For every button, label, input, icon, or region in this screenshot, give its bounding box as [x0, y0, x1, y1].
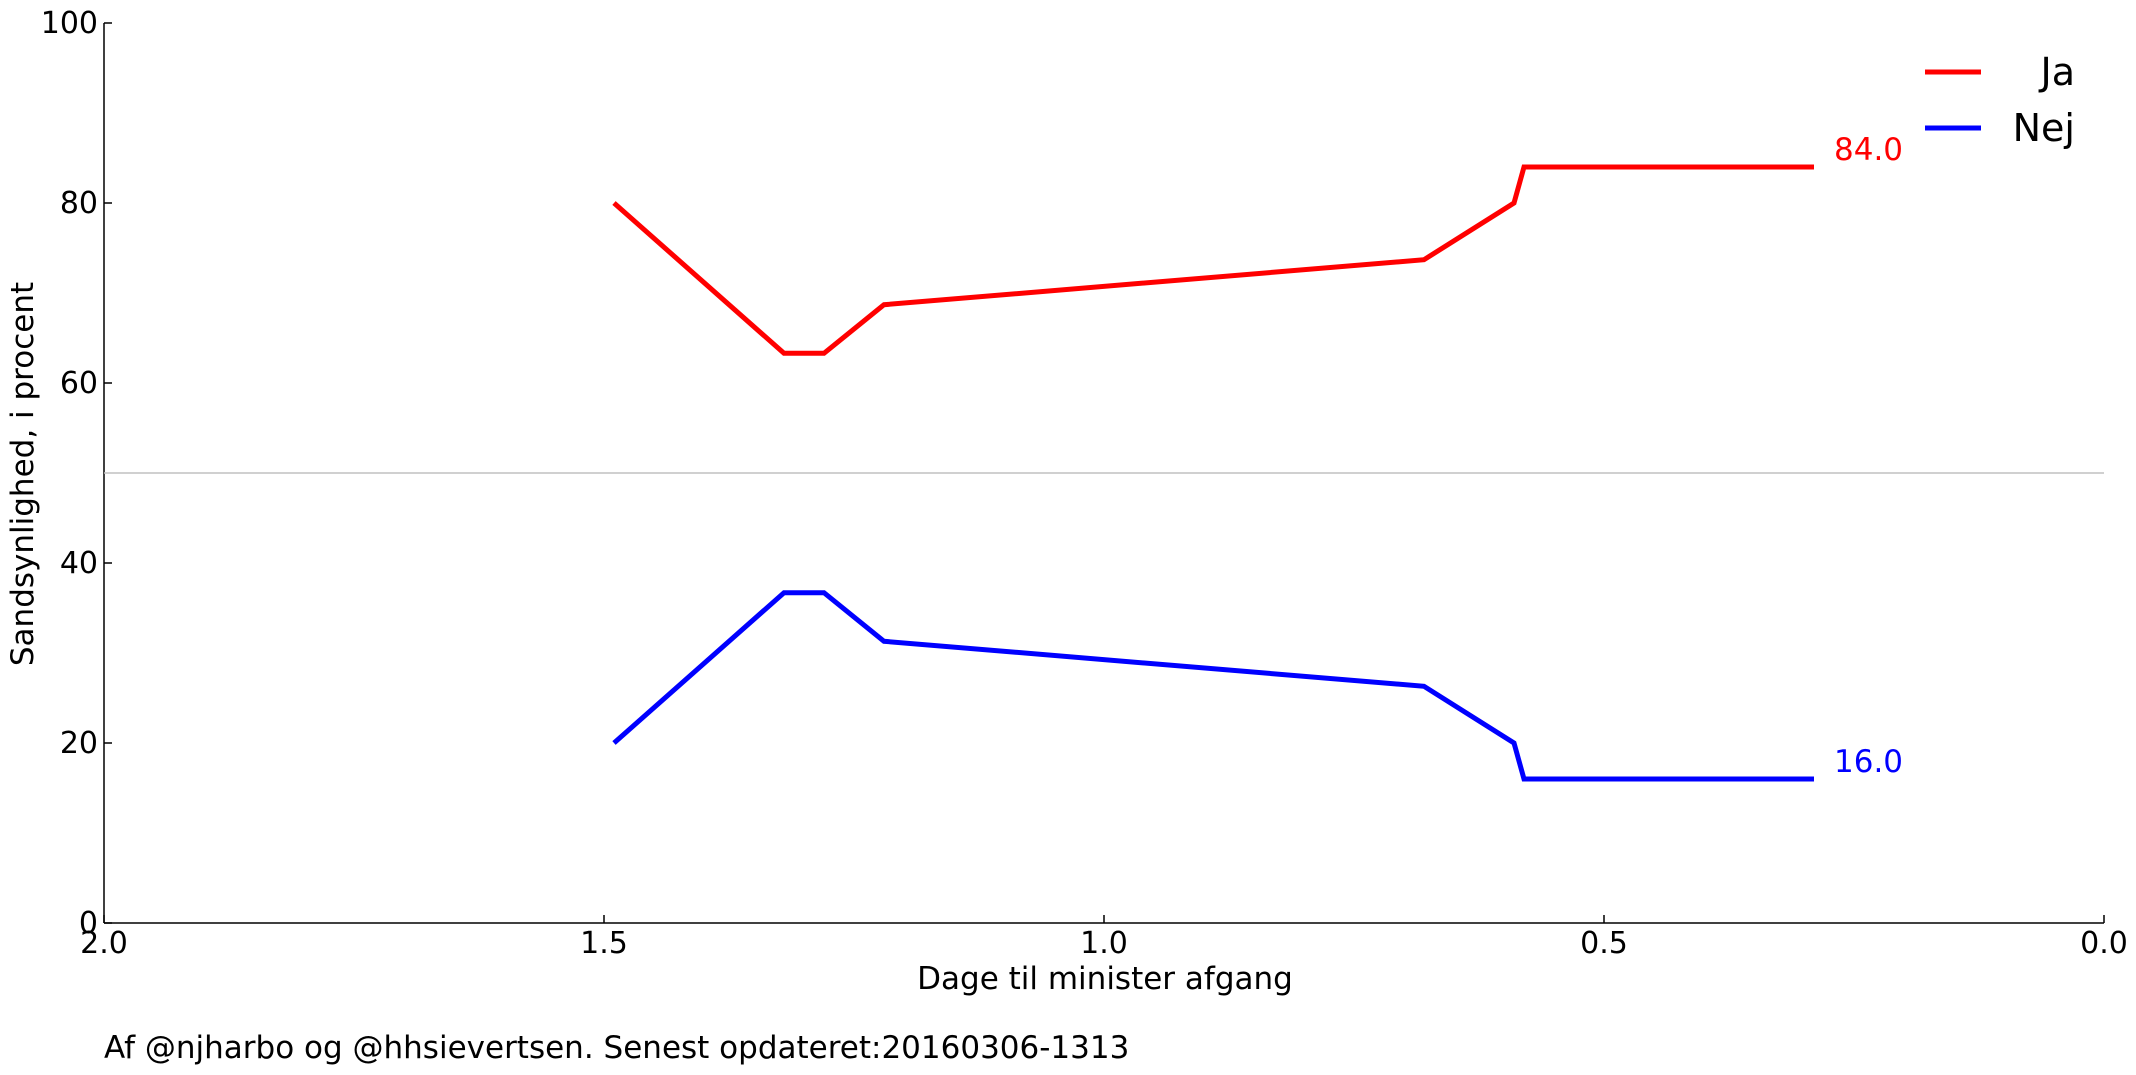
- x-tick-label: 0.0: [2080, 926, 2128, 961]
- y-tick-label: 20: [60, 726, 98, 761]
- end-labels: 84.0 16.0: [1834, 132, 1903, 780]
- x-tick-label: 1.5: [580, 926, 628, 961]
- axes: [103, 23, 2104, 924]
- series-line-ja: [612, 164, 1814, 356]
- y-tick-label: 60: [60, 366, 98, 401]
- series-lines: [612, 164, 1814, 782]
- y-tick-label: 40: [60, 546, 98, 581]
- y-tick-label: 100: [41, 6, 98, 41]
- x-tick-label: 1.0: [1080, 926, 1128, 961]
- y-tick-label: 80: [60, 186, 98, 221]
- legend-label-nej: Nej: [2013, 106, 2075, 150]
- y-tick-label: 0: [79, 906, 98, 941]
- end-label-nej: 16.0: [1834, 744, 1903, 780]
- x-tick-label: 0.5: [1580, 926, 1628, 961]
- tick-labels: 2.0 1.5 1.0 0.5 0.0 0 20 40 60 80 100: [41, 6, 2128, 961]
- x-tick-label: 2.0: [80, 926, 128, 961]
- legend: Ja Nej: [1925, 50, 2075, 150]
- x-axis-title: Dage til minister afgang: [917, 961, 1293, 997]
- end-label-ja: 84.0: [1834, 132, 1903, 168]
- legend-label-ja: Ja: [2039, 50, 2076, 94]
- y-axis-title: Sandsynlighed, i procent: [5, 282, 41, 666]
- footer-credit: Af @njharbo og @hhsievertsen. Senest opd…: [104, 1030, 1130, 1066]
- series-line-nej: [612, 590, 1814, 782]
